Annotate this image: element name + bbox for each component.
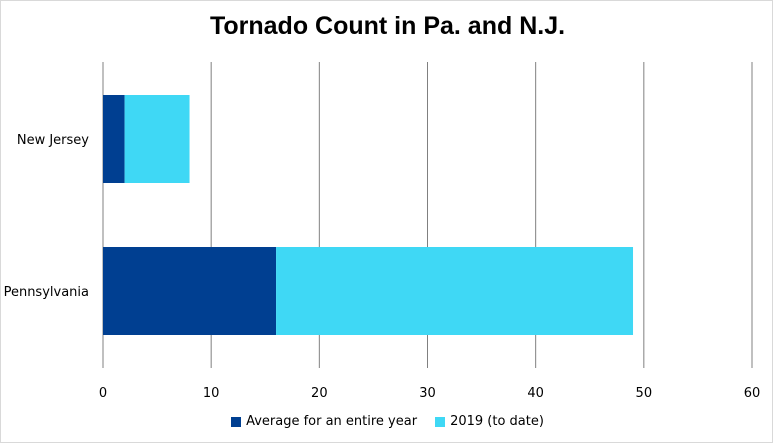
legend-item-average: Average for an entire year [231,414,417,429]
x-tick-label: 50 [636,386,653,401]
x-tick-label: 30 [419,386,436,401]
x-tick-label: 10 [203,386,220,401]
bar-average-new-jersey [103,95,125,183]
y-category-label: Pennsylvania [4,285,89,300]
bar-2019-new-jersey [124,95,190,183]
legend-swatch-2019 [435,416,446,427]
x-tick-label: 0 [99,386,107,401]
y-category-label: New Jersey [17,133,89,148]
x-tick-label: 60 [744,386,761,401]
legend-swatch-average [231,416,242,427]
bar-2019-pennsylvania [276,247,634,335]
chart-legend: Average for an entire year 2019 (to date… [0,414,775,429]
bar-average-pennsylvania [103,247,277,335]
legend-label-average: Average for an entire year [246,414,418,429]
x-tick-label: 20 [311,386,328,401]
x-tick-label: 40 [527,386,544,401]
chart-title: Tornado Count in Pa. and N.J. [209,12,566,40]
legend-label-2019: 2019 (to date) [450,414,544,429]
legend-item-2019: 2019 (to date) [435,414,544,429]
